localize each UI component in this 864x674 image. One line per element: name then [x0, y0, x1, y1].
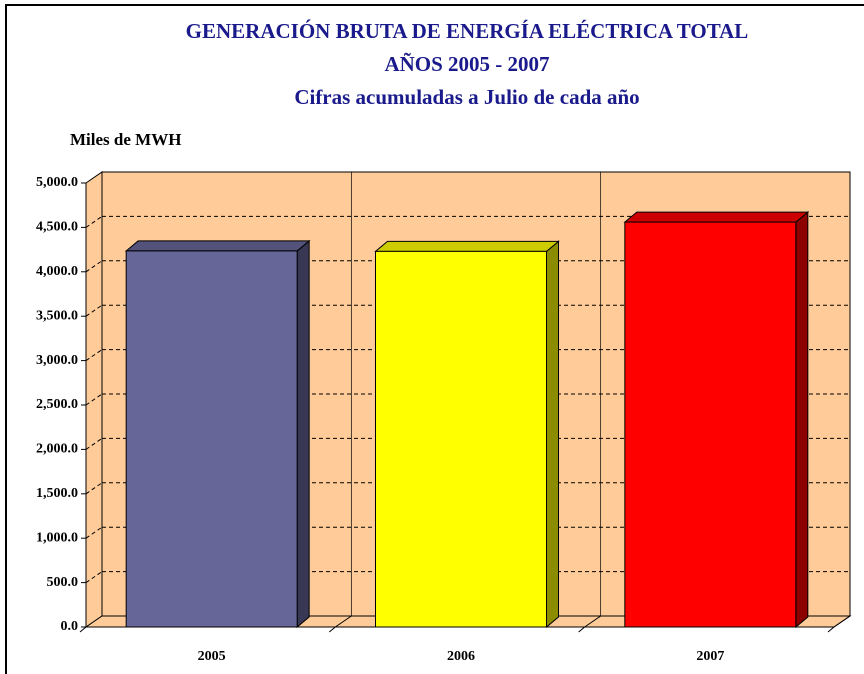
- y-tick-label: 5,000.0: [36, 175, 78, 190]
- grid-line: [85, 437, 103, 450]
- chart-subtitle: AÑOS 2005 - 2007: [384, 52, 549, 76]
- bar-side: [296, 239, 310, 629]
- x-tick-mark: [79, 626, 87, 633]
- grid-line: [85, 526, 103, 539]
- y-tick-label: 500.0: [47, 575, 79, 590]
- bar-side: [546, 240, 559, 629]
- y-tick-label: 0.0: [61, 619, 79, 634]
- bar-top: [623, 211, 810, 223]
- y-tick-label: 1,000.0: [36, 530, 78, 545]
- grid-line: [85, 349, 103, 362]
- x-tick-label: 2006: [447, 649, 475, 664]
- y-tick-label: 1,500.0: [36, 486, 78, 501]
- category-divider: [335, 615, 352, 628]
- y-tick-label: 3,000.0: [36, 353, 78, 368]
- floor-edge: [833, 615, 851, 628]
- y-axis-title: Miles de MWH: [70, 130, 181, 149]
- bar-side: [795, 211, 809, 629]
- grid-line: [85, 571, 103, 584]
- x-tick-label: 2007: [696, 649, 724, 664]
- bar: [375, 250, 547, 628]
- bar: [125, 250, 298, 628]
- x-tick-label: 2005: [198, 649, 226, 664]
- grid-line: [85, 260, 103, 273]
- bar: [624, 221, 797, 628]
- y-tick-label: 4,000.0: [36, 264, 78, 279]
- y-tick-label: 2,500.0: [36, 397, 78, 412]
- chart-title: GENERACIÓN BRUTA DE ENERGÍA ELÉCTRICA TO…: [186, 19, 749, 43]
- grid-line: [85, 482, 103, 495]
- x-tick-mark: [578, 626, 585, 633]
- grid-line: [85, 393, 103, 406]
- bar-top: [374, 240, 560, 252]
- y-tick-label: 2,000.0: [36, 442, 78, 457]
- grid-line: [85, 215, 103, 228]
- category-divider: [584, 615, 601, 628]
- x-tick-mark: [827, 626, 835, 633]
- chart-note: Cifras acumuladas a Julio de cada año: [294, 85, 639, 109]
- y-tick-label: 3,500.0: [36, 308, 78, 323]
- x-tick-mark: [329, 626, 336, 633]
- y-tick-label: 4,500.0: [36, 220, 78, 235]
- grid-line: [85, 304, 103, 317]
- bar-top: [124, 240, 311, 252]
